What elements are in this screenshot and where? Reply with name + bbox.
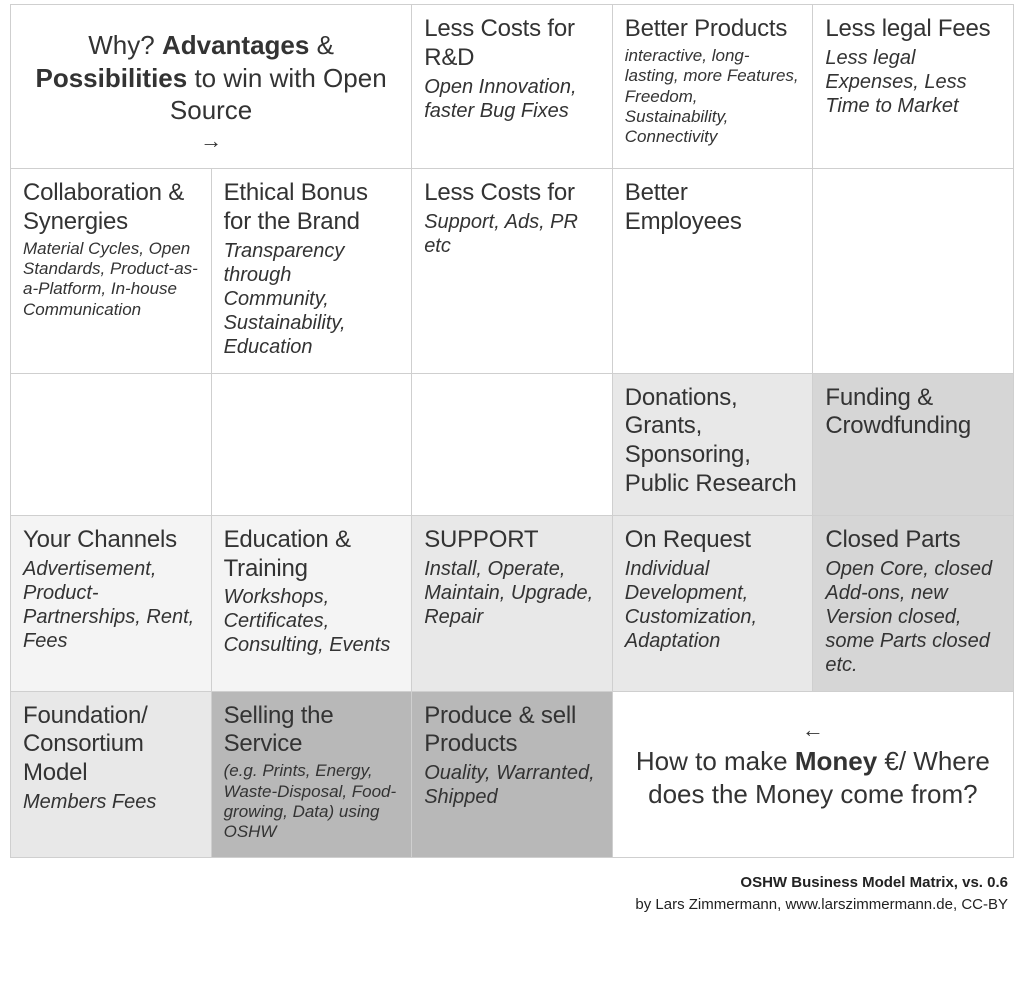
cell-sub: Members Fees [23, 790, 199, 814]
cell-title: Foundation/ Consortium Model [23, 702, 199, 788]
cell-support: SUPPORT Install, Operate, Maintain, Upgr… [412, 515, 613, 691]
cell-title: Your Channels [23, 526, 199, 555]
cell-donations: Donations, Grants, Sponsoring, Public Re… [612, 373, 813, 515]
cell-empty-r2c5 [813, 169, 1014, 374]
cell-title: Education & Training [224, 526, 400, 584]
cell-title: Closed Parts [825, 526, 1001, 555]
cell-sub: Transparency through Community, Sustaina… [224, 239, 400, 359]
cell-sub: Ouality, Warranted, Shipped [424, 761, 600, 809]
cell-sub: Workshops, Certificates, Consulting, Eve… [224, 585, 400, 657]
cell-education-training: Education & Training Workshops, Certific… [211, 515, 412, 691]
arrow-right-icon: → [23, 127, 399, 155]
cell-title: Funding & Crowdfunding [825, 384, 1001, 442]
cell-collaboration: Collaboration & Synergies Material Cycle… [11, 169, 212, 374]
cell-better-employees: Better Employees [612, 169, 813, 374]
cell-sub: Open Innovation, faster Bug Fixes [424, 75, 600, 123]
cell-ethical-bonus: Ethical Bonus for the Brand Transparency… [211, 169, 412, 374]
cell-closed-parts: Closed Parts Open Core, closed Add-ons, … [813, 515, 1014, 691]
cell-sub: (e.g. Prints, Energy, Waste-Disposal, Fo… [224, 761, 400, 843]
arrow-left-icon: ← [625, 716, 1001, 744]
cell-less-legal-fees: Less legal Fees Less legal Expenses, Les… [813, 5, 1014, 169]
cell-title: On Request [625, 526, 801, 555]
cell-title: Donations, Grants, Sponsoring, Public Re… [625, 384, 801, 499]
cell-title: Less Costs for R&D [424, 15, 600, 73]
cell-empty-r3c1 [11, 373, 212, 515]
cell-produce-sell: Produce & sell Products Ouality, Warrant… [412, 691, 613, 857]
cell-title: Better Products [625, 15, 801, 44]
cell-better-products: Better Products interactive, long-lastin… [612, 5, 813, 169]
cell-empty-r3c3 [412, 373, 613, 515]
cell-sub: interactive, long-lasting, more Features… [625, 46, 801, 148]
cell-empty-r3c2 [211, 373, 412, 515]
cell-title: Less Costs for [424, 179, 600, 208]
cell-your-channels: Your Channels Advertisement, Product-Par… [11, 515, 212, 691]
credit-author: by Lars Zimmermann, www.larszimmermann.d… [10, 894, 1008, 917]
cell-title: Better Employees [625, 179, 801, 237]
cell-sub: Install, Operate, Maintain, Upgrade, Rep… [424, 557, 600, 629]
cell-title: Selling the Service [224, 702, 400, 760]
cell-less-rd-costs: Less Costs for R&D Open Innovation, fast… [412, 5, 613, 169]
cell-funding: Funding & Crowdfunding [813, 373, 1014, 515]
cell-title: Produce & sell Products [424, 702, 600, 760]
cell-on-request: On Request Individual Development, Custo… [612, 515, 813, 691]
cell-selling-service: Selling the Service (e.g. Prints, Energy… [211, 691, 412, 857]
cell-foundation: Foundation/ Consortium Model Members Fee… [11, 691, 212, 857]
cell-less-costs-support: Less Costs for Support, Ads, PR etc [412, 169, 613, 374]
header-money: ← How to make Money €/ Where does the Mo… [612, 691, 1013, 857]
matrix-page: Why? Advantages & Possibilities to win w… [0, 0, 1024, 937]
cell-sub: Support, Ads, PR etc [424, 210, 600, 258]
cell-sub: Individual Development, Customization, A… [625, 557, 801, 653]
header-money-text: How to make Money €/ Where does the Mone… [636, 746, 990, 809]
header-advantages: Why? Advantages & Possibilities to win w… [11, 5, 412, 169]
cell-sub: Open Core, closed Add-ons, new Version c… [825, 557, 1001, 677]
credit-title: OSHW Business Model Matrix, vs. 0.6 [10, 872, 1008, 895]
header-adv-text: Why? Advantages & Possibilities to win w… [36, 30, 387, 125]
cell-title: SUPPORT [424, 526, 600, 555]
cell-title: Less legal Fees [825, 15, 1001, 44]
cell-sub: Advertisement, Product-Partnerships, Ren… [23, 557, 199, 653]
cell-sub: Material Cycles, Open Standards, Product… [23, 239, 199, 321]
business-model-matrix: Why? Advantages & Possibilities to win w… [10, 4, 1014, 858]
credit-block: OSHW Business Model Matrix, vs. 0.6 by L… [10, 858, 1014, 917]
cell-sub: Less legal Expenses, Less Time to Market [825, 46, 1001, 118]
cell-title: Ethical Bonus for the Brand [224, 179, 400, 237]
cell-title: Collaboration & Synergies [23, 179, 199, 237]
